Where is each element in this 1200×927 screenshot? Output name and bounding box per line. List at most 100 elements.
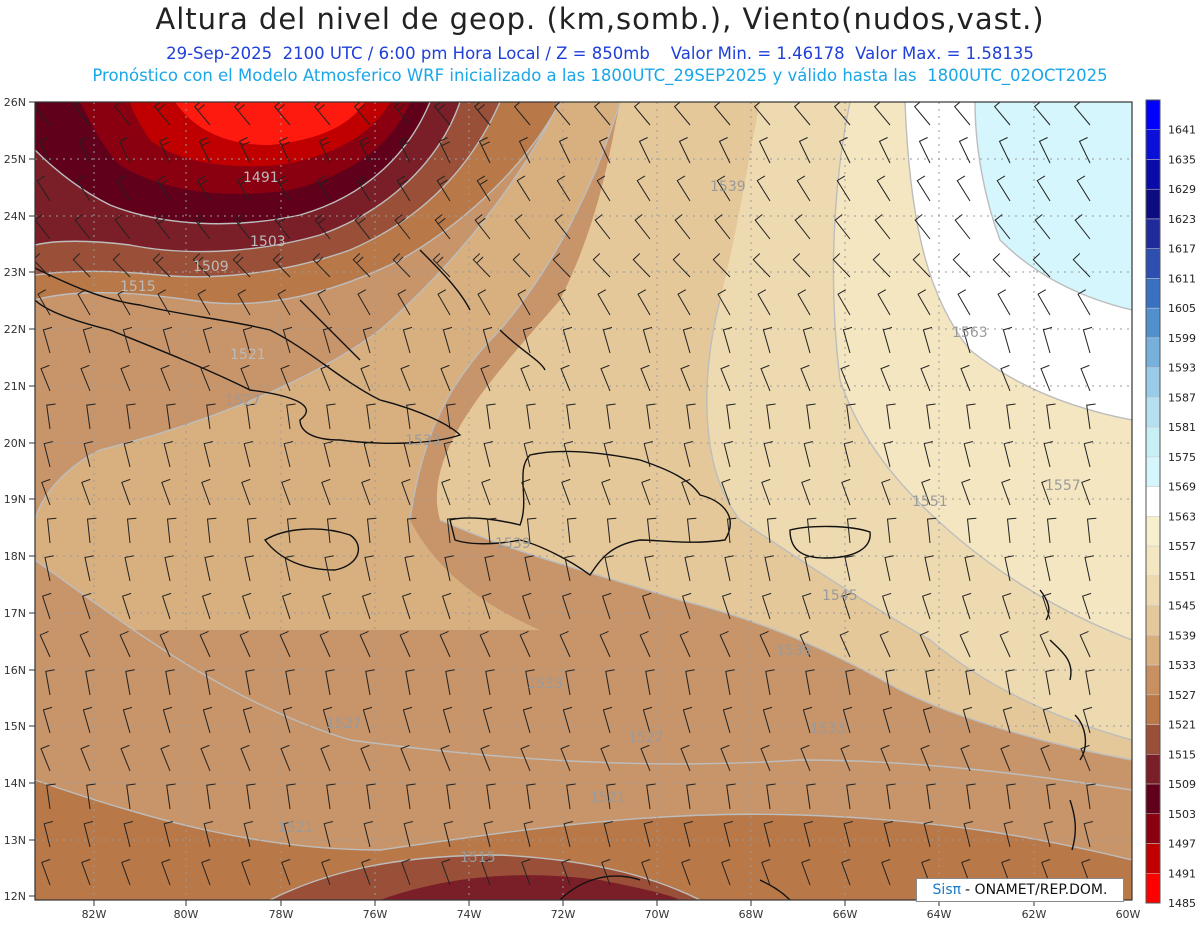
wind-barb	[120, 744, 131, 772]
credit-text: - ONAMET/REP.DOM.	[965, 882, 1108, 898]
wind-barb	[881, 592, 892, 620]
wind-barb	[35, 253, 51, 278]
wind-barb	[801, 858, 811, 886]
wind-barb	[602, 706, 613, 734]
wind-barb	[352, 253, 371, 278]
wind-barb	[761, 478, 771, 506]
wind-barb	[83, 441, 94, 468]
valid-time-line: 29-Sep-2025 2100 UTC / 6:00 pm Hora Loca…	[166, 44, 1034, 63]
lon-label: 78W	[269, 908, 294, 921]
wind-barb	[674, 214, 691, 240]
wind-barb	[161, 478, 171, 506]
wind-barb	[961, 858, 971, 886]
lat-label: 19N	[4, 493, 26, 506]
wind-barb	[42, 326, 53, 354]
wind-barb	[761, 858, 771, 886]
wind-barb	[517, 289, 531, 316]
wind-barb	[486, 517, 497, 544]
wind-barb	[605, 669, 615, 696]
wind-barb	[1076, 175, 1091, 202]
wind-barb	[1077, 289, 1091, 316]
wind-barb	[439, 630, 451, 658]
wind-barb	[438, 137, 451, 164]
wind-barb	[114, 214, 131, 240]
colorbar-label: 1563	[1168, 510, 1196, 523]
longitude-ticks	[93, 900, 1035, 906]
lon-label: 62W	[1022, 908, 1047, 921]
wind-barb	[1034, 214, 1051, 240]
wind-barb	[760, 364, 771, 392]
wind-barb	[794, 214, 811, 240]
wind-barb	[522, 706, 533, 734]
wind-barb	[1080, 744, 1091, 772]
lat-label: 14N	[4, 777, 26, 790]
wind-barb	[640, 364, 651, 392]
wind-barb	[764, 555, 774, 582]
wind-barb	[914, 214, 931, 240]
wind-barb	[481, 858, 491, 886]
hispaniola-outline	[449, 450, 731, 577]
wind-barb	[566, 517, 577, 544]
wind-barb	[323, 821, 334, 848]
lat-label: 24N	[4, 210, 26, 223]
contour-label: 1521	[590, 790, 626, 806]
contour-value-labels: 1491 1503 1509 1515 1521 1527 1533 1539 …	[120, 170, 1081, 866]
wind-barb	[993, 102, 1011, 126]
wind-barb	[643, 441, 654, 468]
wind-barb	[963, 441, 974, 468]
wind-barb	[433, 102, 451, 126]
coastlines	[34, 249, 1087, 901]
wind-barb	[725, 669, 735, 696]
wind-barb	[766, 783, 776, 810]
wind-barb	[646, 517, 657, 544]
wind-barb	[806, 403, 816, 430]
wind-barb	[366, 783, 376, 810]
wind-barb	[354, 214, 371, 240]
contour-label: 1563	[952, 325, 988, 341]
wind-barb	[122, 326, 133, 354]
wind-barb	[125, 669, 135, 696]
wind-barb	[158, 137, 171, 164]
colorbar-swatch	[1145, 426, 1161, 458]
wind-barb	[246, 403, 256, 430]
wind-barb	[594, 214, 611, 240]
wind-barb	[601, 858, 611, 886]
wind-barb	[286, 403, 296, 430]
wind-barb	[842, 326, 853, 354]
wind-barb	[316, 175, 331, 202]
colorbar-frame	[1145, 99, 1161, 904]
wind-barb	[44, 555, 54, 582]
wind-barb	[556, 175, 571, 202]
contour-label: 1527	[225, 393, 261, 409]
wind-barb	[401, 592, 412, 620]
colorbar-swatch	[1145, 783, 1161, 815]
wind-barb	[923, 821, 934, 848]
contour-label: 1551	[912, 494, 948, 510]
colorbar-label: 1593	[1168, 362, 1196, 375]
wind-barb	[841, 478, 851, 506]
wind-barb	[320, 364, 331, 392]
wind-barb	[762, 326, 773, 354]
colorbar-swatch	[1145, 694, 1161, 725]
wind-barb	[999, 630, 1011, 658]
wind-barb	[760, 744, 771, 772]
wind-barb	[46, 517, 57, 544]
contour-label: 1533	[810, 721, 846, 737]
wind-barb	[882, 706, 893, 734]
colorbar-label: 1515	[1168, 748, 1196, 761]
lesser-antilles-outline	[1039, 589, 1087, 851]
wind-barb	[73, 102, 91, 126]
wind-barb	[326, 517, 337, 544]
wind-barb	[520, 364, 531, 392]
wind-barb	[1072, 253, 1091, 278]
colorbar-swatch	[1145, 813, 1161, 844]
wind-barb	[800, 744, 811, 772]
contour-label: 1503	[250, 234, 286, 250]
wind-barb	[156, 175, 171, 202]
colorbar-label: 1521	[1168, 719, 1196, 732]
colorbar-label: 1617	[1168, 243, 1196, 256]
wind-barb	[638, 137, 651, 164]
wind-barb	[1041, 858, 1051, 886]
colorbar-swatch	[1145, 635, 1161, 666]
wind-barb	[403, 821, 414, 848]
